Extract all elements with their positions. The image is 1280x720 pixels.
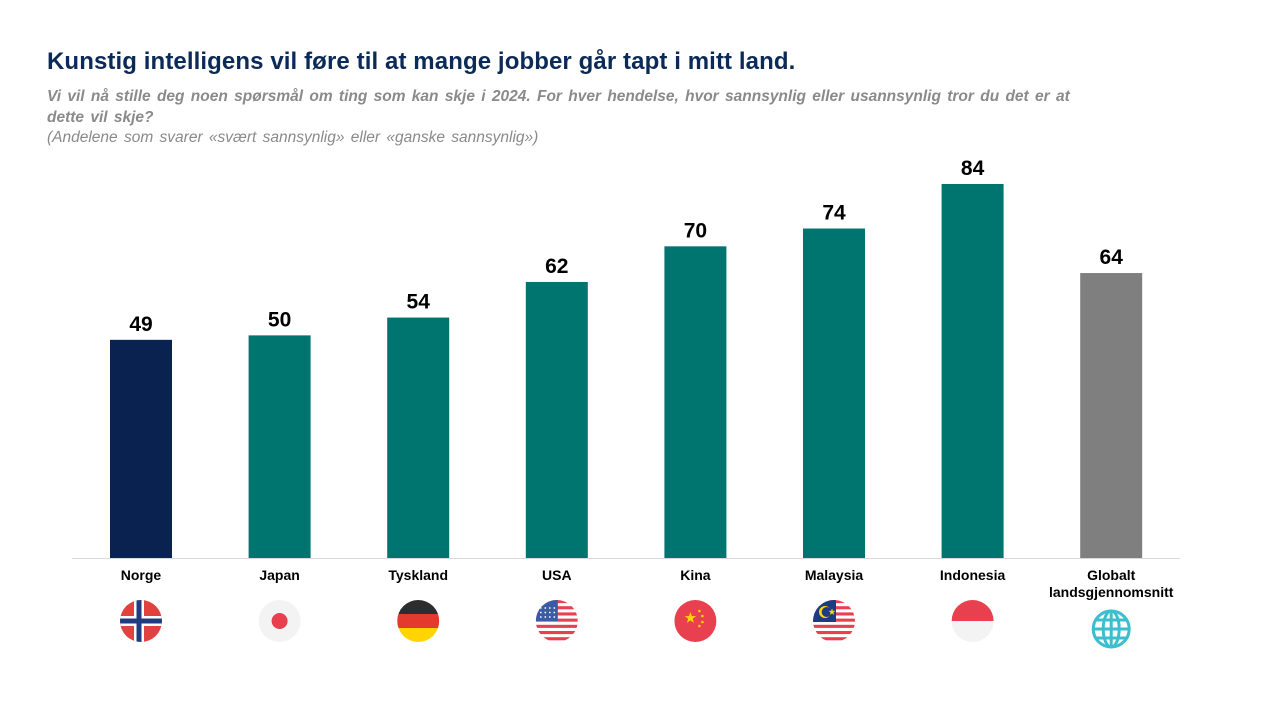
chart-title: Kunstig intelligens vil føre til at mang… xyxy=(47,48,796,75)
bar-usa xyxy=(525,281,588,558)
germany-flag-icon xyxy=(397,600,440,642)
category-label-japan: Japan xyxy=(259,567,299,583)
value-label-japan: 50 xyxy=(268,308,291,331)
value-label-norge: 49 xyxy=(129,313,152,336)
bar-kina xyxy=(664,246,727,559)
chart-note: (Andelene som svarer «svært sannsynlig» … xyxy=(47,129,539,146)
bar-norge xyxy=(110,339,172,558)
chart-subtitle: Vi vil nå stille deg noen spørsmål om ti… xyxy=(47,88,1070,126)
bar-malaysia xyxy=(803,228,865,558)
japan-flag-icon xyxy=(258,600,301,642)
value-label-kina: 70 xyxy=(684,219,707,242)
category-label-globalt-landsgjennomsnitt: Globalt landsgjennomsnitt xyxy=(1049,567,1174,600)
usa-flag-icon xyxy=(535,600,578,642)
bar-indonesia xyxy=(941,184,1004,558)
value-label-tyskland: 54 xyxy=(407,291,431,314)
bar-tyskland xyxy=(387,317,450,558)
value-label-malaysia: 74 xyxy=(822,202,846,225)
value-label-indonesia: 84 xyxy=(961,157,985,180)
category-label-malaysia: Malaysia xyxy=(805,567,864,583)
china-flag-icon xyxy=(674,600,717,642)
category-label-tyskland: Tyskland xyxy=(388,567,448,583)
category-label-kina: Kina xyxy=(680,567,711,583)
indonesia-flag-icon xyxy=(951,600,994,642)
globe-icon xyxy=(1091,609,1131,649)
bar-globalt-landsgjennomsnitt xyxy=(1080,273,1143,558)
norway-flag-icon xyxy=(120,600,162,642)
value-label-globalt-landsgjennomsnitt: 64 xyxy=(1100,246,1124,269)
category-label-norge: Norge xyxy=(121,567,162,583)
category-label-usa: USA xyxy=(542,567,572,583)
category-label-indonesia: Indonesia xyxy=(940,567,1006,583)
malaysia-flag-icon xyxy=(813,600,855,642)
value-label-usa: 62 xyxy=(545,255,568,278)
bar-japan xyxy=(248,335,311,558)
